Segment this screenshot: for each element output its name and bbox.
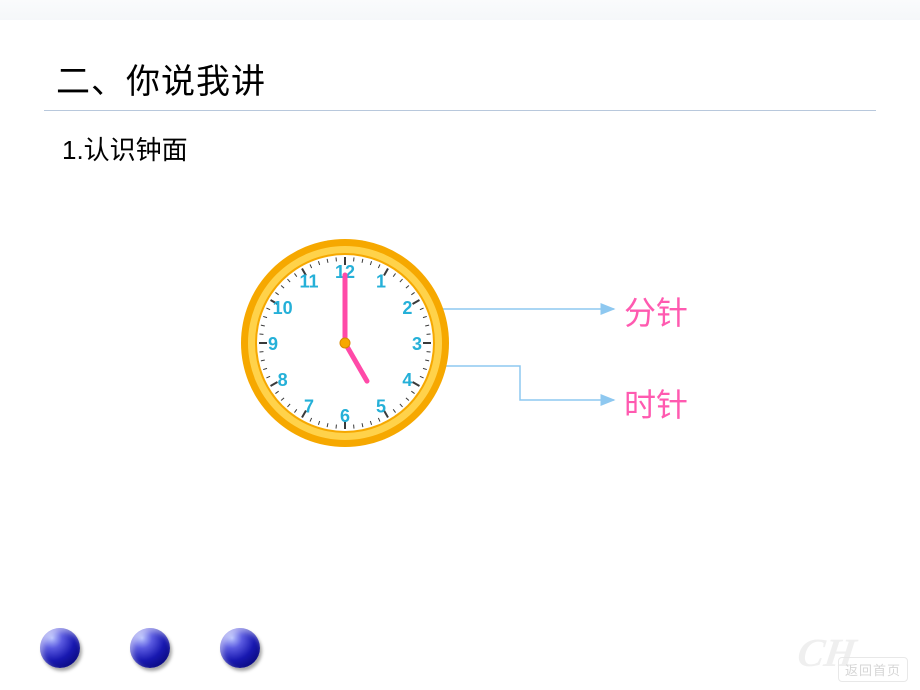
svg-text:5: 5	[376, 396, 386, 416]
svg-text:3: 3	[412, 334, 422, 354]
svg-text:7: 7	[304, 396, 314, 416]
return-home-button[interactable]: 返回首页	[838, 657, 908, 682]
svg-text:8: 8	[278, 370, 288, 390]
clock-face-diagram: 121234567891011	[240, 238, 450, 448]
nav-button-row	[40, 628, 260, 668]
svg-text:6: 6	[340, 406, 350, 426]
svg-text:4: 4	[402, 370, 412, 390]
minute-arrow	[0, 0, 920, 690]
svg-text:10: 10	[273, 298, 293, 318]
hour-hand-label: 时针	[624, 380, 688, 426]
svg-text:1: 1	[376, 272, 386, 292]
svg-text:9: 9	[268, 334, 278, 354]
nav-button-3[interactable]	[220, 628, 260, 668]
nav-button-1[interactable]	[40, 628, 80, 668]
svg-text:2: 2	[402, 298, 412, 318]
svg-text:11: 11	[299, 272, 318, 292]
nav-button-2[interactable]	[130, 628, 170, 668]
minute-hand-label: 分针	[624, 288, 688, 334]
